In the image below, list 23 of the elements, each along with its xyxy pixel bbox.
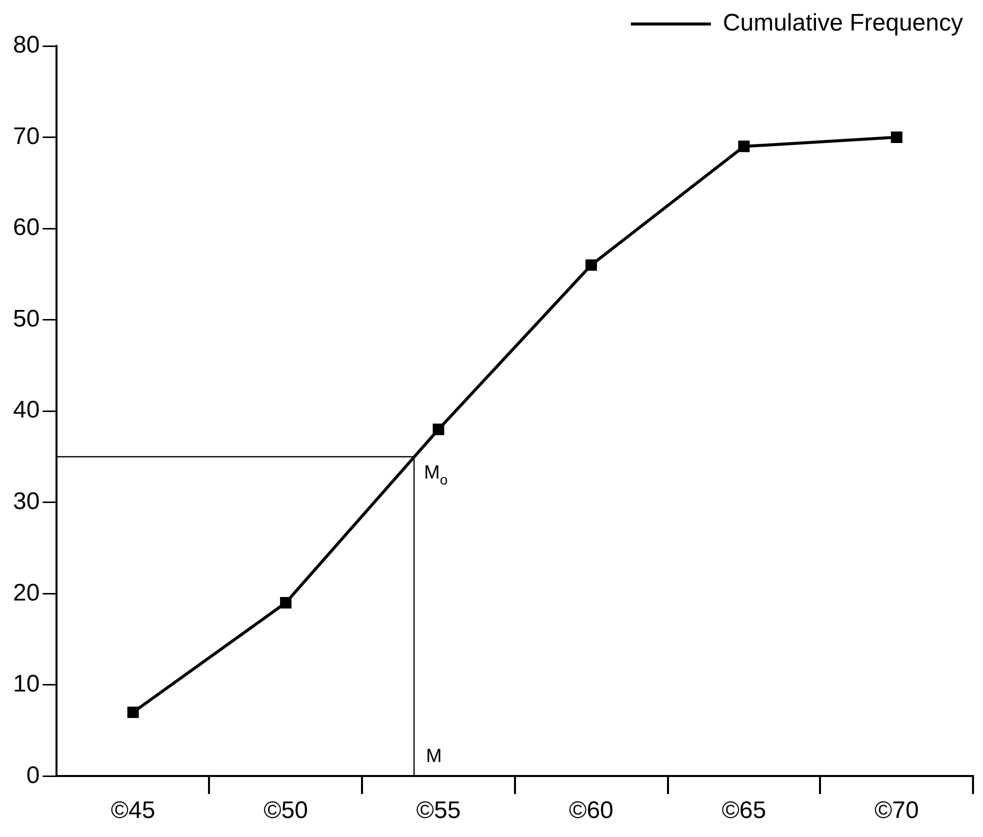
point [127,706,139,718]
point [585,259,597,271]
point [432,424,444,436]
y-tick-label: 10 [12,670,40,698]
point [890,132,902,144]
legend-label: Cumulative Frequency [722,10,964,37]
y-tick-label: 80 [12,32,40,59]
point [280,597,292,609]
ref-line-label: M [426,746,442,768]
x-tick-label: ©65 [722,797,766,824]
y-tick-label: 30 [12,488,40,515]
y-tick-label: 0 [26,762,40,789]
y-tick-label: 70 [12,122,40,150]
x-tick-label: ©55 [416,797,461,824]
x-tick-label: ©45 [110,797,156,824]
x-tick-label: ©60 [569,797,614,824]
point [738,140,750,152]
y-tick-label: 20 [12,579,40,606]
y-tick-label: 60 [12,214,40,242]
x-tick-label: ©50 [264,797,308,824]
y-tick-label: 50 [12,305,40,332]
x-tick-label: ©70 [874,797,919,824]
y-tick-label: 40 [12,396,40,424]
